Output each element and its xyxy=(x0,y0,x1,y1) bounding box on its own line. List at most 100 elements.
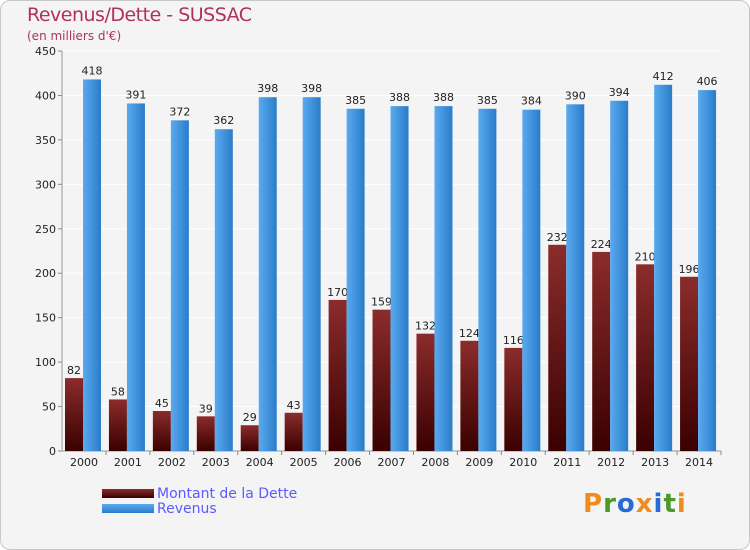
data-label-debt: 232 xyxy=(547,231,568,244)
x-tick-label: 2004 xyxy=(246,456,274,469)
bar-revenus xyxy=(346,108,365,452)
bar-revenus xyxy=(478,108,497,452)
bar-debt xyxy=(65,378,83,451)
bar-revenus xyxy=(214,129,233,451)
data-label-debt: 29 xyxy=(243,411,257,424)
x-tick-label: 2006 xyxy=(334,456,362,469)
data-label-revenus: 406 xyxy=(697,75,718,88)
data-label-revenus: 385 xyxy=(477,94,498,107)
y-tick-label: 450 xyxy=(35,45,56,58)
x-tick-label: 2011 xyxy=(553,456,581,469)
logo-letter: P xyxy=(583,489,604,519)
bar-debt xyxy=(108,399,127,451)
bar-revenus xyxy=(698,90,717,451)
bar-debt xyxy=(548,244,567,451)
x-axis-ticks: 2000 2001 2002 2003 2004 2005 2006 2007 2008 2009… xyxy=(70,451,722,469)
bar-revenus xyxy=(302,97,321,451)
proxiti-logo: Proxiti xyxy=(583,489,687,519)
x-tick-label: 2002 xyxy=(158,456,186,469)
data-label-revenus: 362 xyxy=(213,114,234,127)
y-tick-label: 150 xyxy=(35,312,56,325)
data-label-revenus: 391 xyxy=(125,88,146,101)
data-label-debt: 224 xyxy=(591,238,612,251)
logo-letter: o xyxy=(616,489,636,519)
data-label-debt: 124 xyxy=(459,327,480,340)
bar-revenus xyxy=(566,104,585,451)
data-label-revenus: 398 xyxy=(257,82,278,95)
data-label-revenus: 394 xyxy=(609,86,630,99)
data-label-revenus: 388 xyxy=(389,91,410,104)
bar-debt xyxy=(372,309,391,451)
chart-subtitle: (en milliers d'€) xyxy=(27,29,122,43)
data-label-debt: 116 xyxy=(503,334,524,347)
data-label-debt: 210 xyxy=(635,250,656,263)
legend-swatch-debt xyxy=(102,489,154,498)
bar-debt xyxy=(196,416,215,451)
data-label-debt: 39 xyxy=(199,402,213,415)
bar-revenus xyxy=(258,97,277,451)
x-tick-label: 2007 xyxy=(378,456,406,469)
chart-title: Revenus/Dette - SUSSAC xyxy=(27,4,252,26)
data-label-revenus: 418 xyxy=(82,64,103,77)
data-label-revenus: 385 xyxy=(345,94,366,107)
y-tick-label: 250 xyxy=(35,223,56,236)
data-label-revenus: 388 xyxy=(433,91,454,104)
y-tick-label: 200 xyxy=(35,267,56,280)
bar-debt xyxy=(416,333,435,451)
logo-letter: i xyxy=(653,489,664,519)
y-tick-label: 400 xyxy=(35,89,56,102)
bar-debt xyxy=(592,251,611,451)
bar-revenus xyxy=(610,100,629,452)
legend-label-revenus: Revenus xyxy=(157,501,217,517)
bar-debt xyxy=(460,340,479,451)
data-label-revenus: 398 xyxy=(301,82,322,95)
data-label-debt: 196 xyxy=(679,263,700,276)
data-label-debt: 45 xyxy=(155,397,169,410)
y-tick-label: 350 xyxy=(35,134,56,147)
bar-revenus xyxy=(170,120,189,451)
bar-debt xyxy=(504,347,523,451)
bar-revenus xyxy=(83,79,101,451)
data-label-debt: 159 xyxy=(371,296,392,309)
data-label-revenus: 390 xyxy=(565,89,586,102)
bar-debt xyxy=(636,264,655,451)
data-label-debt: 43 xyxy=(287,399,301,412)
y-tick-label: 100 xyxy=(35,356,56,369)
legend-swatch-revenus xyxy=(102,504,154,513)
bar-debt xyxy=(328,299,347,451)
logo-letter: i xyxy=(676,489,687,519)
logo-letter: t xyxy=(663,489,677,519)
x-tick-label: 2013 xyxy=(641,456,669,469)
bar-debt xyxy=(152,411,171,451)
x-tick-label: 2010 xyxy=(509,456,537,469)
y-tick-label: 50 xyxy=(42,401,56,414)
x-tick-label: 2005 xyxy=(290,456,318,469)
x-tick-label: 2008 xyxy=(421,456,449,469)
data-label-debt: 132 xyxy=(415,320,436,333)
bar-revenus xyxy=(654,84,673,452)
data-label-debt: 170 xyxy=(327,286,348,299)
bar-revenus xyxy=(390,106,409,451)
bar-debt xyxy=(284,412,303,451)
data-label-revenus: 384 xyxy=(521,95,542,108)
data-label-revenus: 412 xyxy=(653,70,674,83)
y-tick-label: 300 xyxy=(35,178,56,191)
y-tick-label: 0 xyxy=(49,445,56,458)
logo-letter: r xyxy=(603,489,617,519)
x-tick-label: 2000 xyxy=(70,456,98,469)
bars: 82 418 58 391 45 372 39 362 29 398 43 398 170 385 159 3… xyxy=(65,64,718,452)
bar-revenus xyxy=(522,109,541,452)
y-axis-ticks: 0 50 100 150 200 250 300 350 400 450 xyxy=(35,45,56,458)
bar-revenus xyxy=(126,103,145,451)
data-label-debt: 82 xyxy=(67,364,81,377)
bar-revenus xyxy=(434,106,453,451)
x-tick-label: 2003 xyxy=(202,456,230,469)
legend-label-debt: Montant de la Dette xyxy=(157,486,298,502)
data-label-revenus: 372 xyxy=(169,105,190,118)
x-tick-label: 2009 xyxy=(465,456,493,469)
bar-debt xyxy=(680,276,699,451)
bar-debt xyxy=(240,425,259,451)
x-tick-label: 2012 xyxy=(597,456,625,469)
